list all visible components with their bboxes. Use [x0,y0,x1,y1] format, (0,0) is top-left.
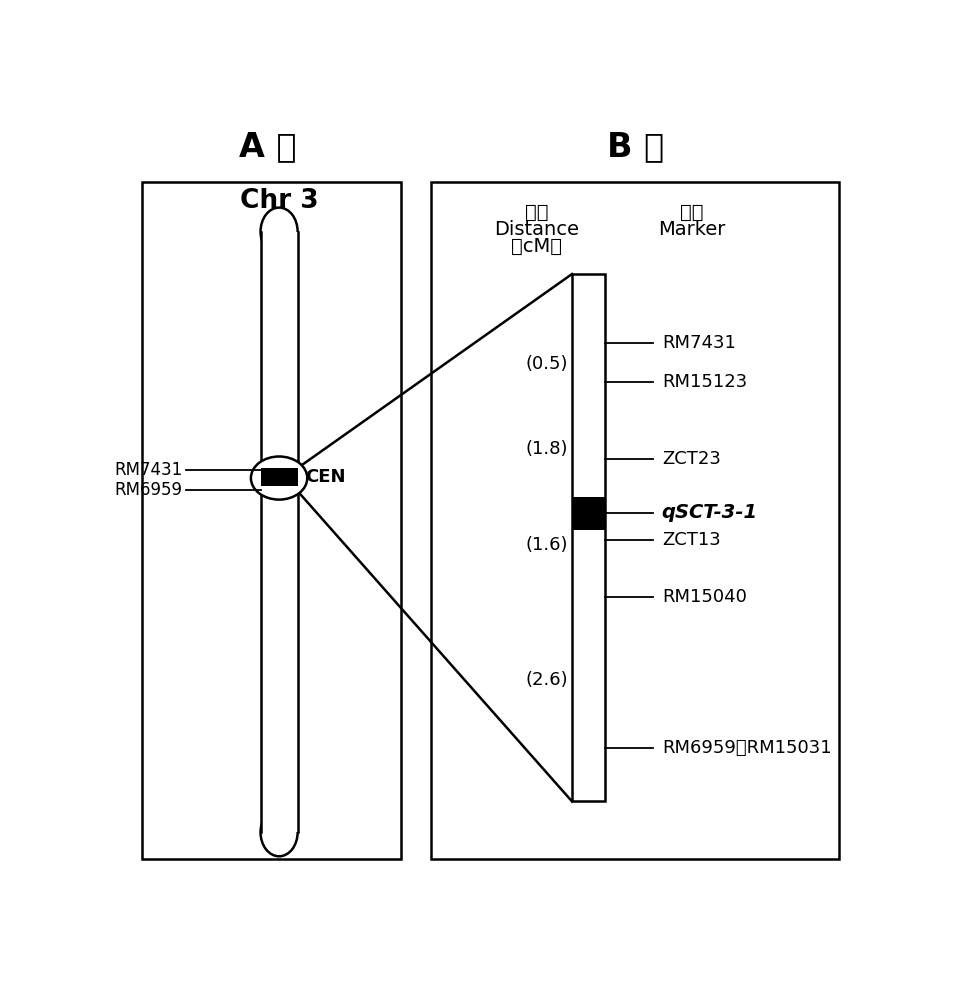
Text: (2.6): (2.6) [525,671,568,689]
Bar [572,274,605,801]
Bar [432,182,839,859]
Text: RM15040: RM15040 [662,588,746,606]
Text: （cM）: （cM） [511,237,562,256]
Text: ZCT13: ZCT13 [662,531,721,549]
Text: 距离: 距离 [524,203,548,222]
Text: (0.5): (0.5) [525,355,568,373]
Text: RM7431: RM7431 [115,461,183,479]
Ellipse shape [260,808,298,856]
Text: Chr 3: Chr 3 [240,188,319,214]
Text: Distance: Distance [494,220,579,239]
Text: 标记: 标记 [680,203,704,222]
Bar [260,232,298,832]
Text: B 区: B 区 [607,130,663,163]
Bar [260,468,298,486]
Text: (1.8): (1.8) [525,440,568,458]
Text: RM6959: RM6959 [115,481,183,499]
Bar [142,182,402,859]
Text: ZCT23: ZCT23 [662,450,721,468]
Bar [572,497,605,530]
Ellipse shape [251,456,307,500]
Text: qSCT-3-1: qSCT-3-1 [662,503,758,522]
Text: CEN: CEN [305,468,345,486]
Ellipse shape [260,208,298,256]
Text: RM7431: RM7431 [662,334,736,352]
Text: RM6959、RM15031: RM6959、RM15031 [662,739,832,757]
Text: RM15123: RM15123 [662,373,747,391]
Text: Marker: Marker [658,220,726,239]
Text: (1.6): (1.6) [525,536,568,554]
Text: A 区: A 区 [239,130,297,163]
